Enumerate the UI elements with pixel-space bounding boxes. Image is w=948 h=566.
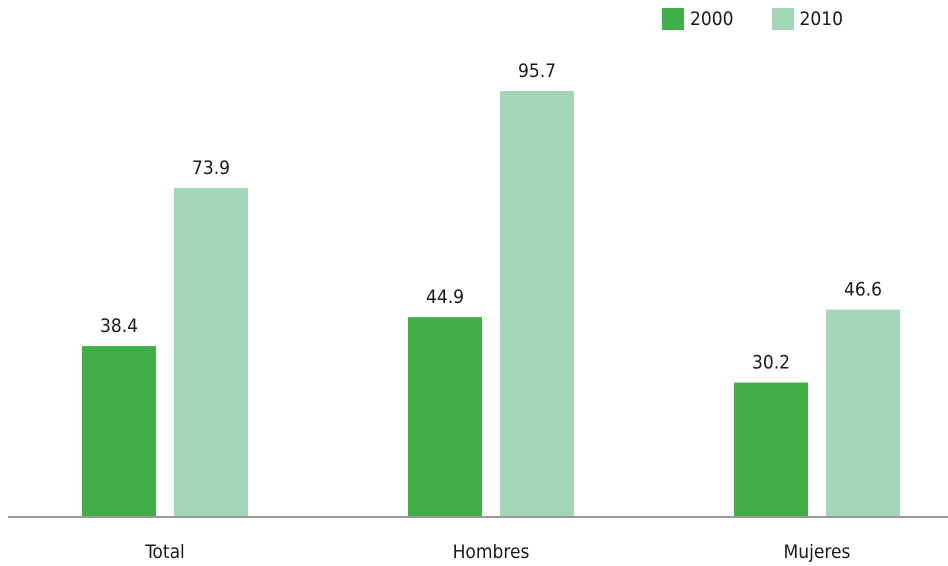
bar-hombres-2010 bbox=[500, 91, 574, 517]
bar-total-2010 bbox=[174, 188, 248, 517]
value-labels-layer: 38.4 73.9 44.9 95.7 30.2 46.6 bbox=[100, 60, 882, 374]
category-label-total: Total bbox=[144, 541, 185, 563]
bar-hombres-2000 bbox=[408, 317, 482, 517]
bar-mujeres-2010 bbox=[826, 309, 900, 517]
value-label-mujeres-2000: 30.2 bbox=[752, 352, 790, 374]
legend-swatch-2010 bbox=[771, 8, 794, 30]
legend-item-2010: 2010 bbox=[771, 8, 844, 30]
value-label-total-2000: 38.4 bbox=[100, 315, 138, 337]
bar-total-2000 bbox=[82, 346, 156, 517]
legend-swatch-2000 bbox=[662, 8, 684, 30]
chart-legend: 2000 2010 bbox=[662, 8, 881, 30]
legend-item-2000: 2000 bbox=[662, 8, 734, 30]
category-label-mujeres: Mujeres bbox=[784, 541, 851, 563]
bars-layer bbox=[82, 91, 900, 517]
legend-label-2010: 2010 bbox=[799, 8, 844, 30]
category-labels-layer: Total Hombres Mujeres bbox=[144, 541, 850, 563]
bar-mujeres-2000 bbox=[734, 382, 808, 517]
category-label-hombres: Hombres bbox=[453, 541, 530, 563]
value-label-hombres-2010: 95.7 bbox=[518, 60, 556, 82]
value-label-mujeres-2010: 46.6 bbox=[844, 279, 882, 301]
legend-label-2000: 2000 bbox=[690, 8, 734, 30]
value-label-hombres-2000: 44.9 bbox=[426, 286, 464, 308]
value-label-total-2010: 73.9 bbox=[192, 157, 230, 179]
